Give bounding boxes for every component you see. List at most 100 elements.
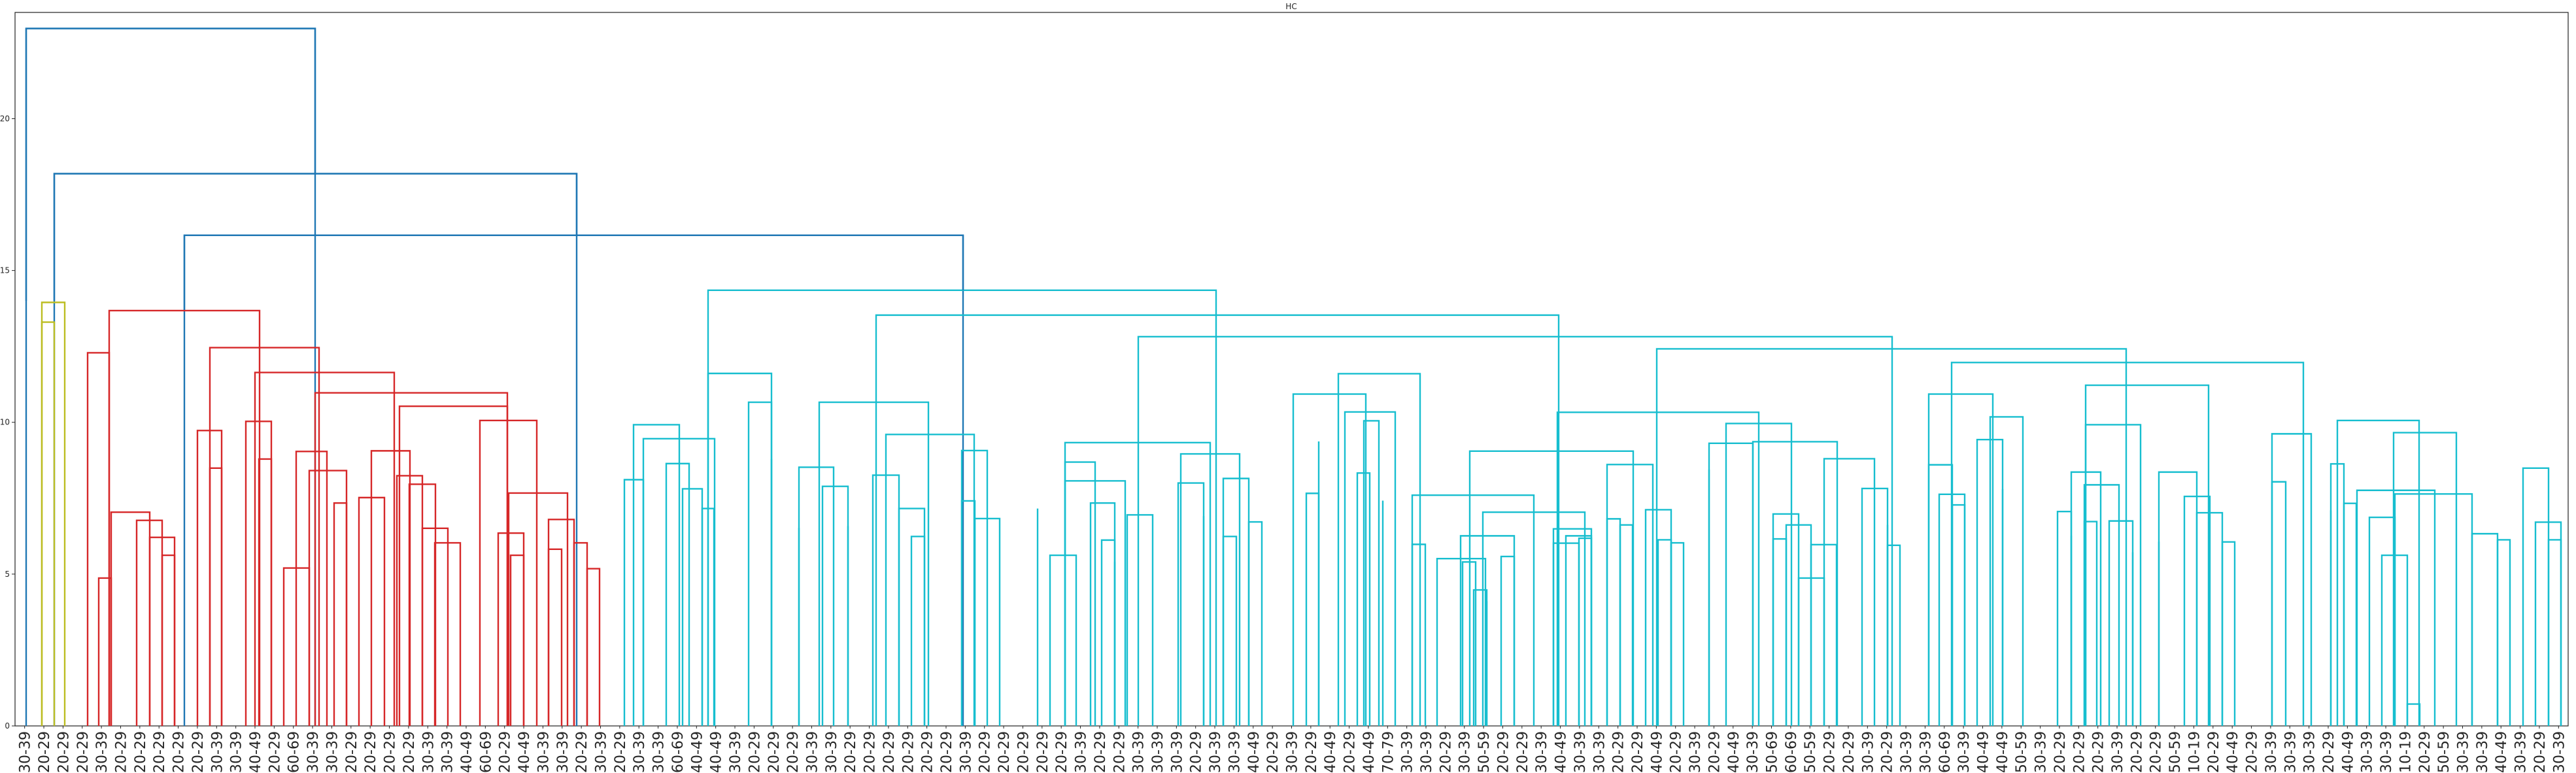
leaf-label: 20-29: [2245, 731, 2261, 773]
leaf-label: 40-49: [1975, 731, 1991, 773]
leaf-label: 20-29: [939, 731, 955, 773]
dendrogram-link: [821, 485, 849, 726]
dendrogram-link: [1951, 504, 1966, 726]
leaf-label: 40-49: [248, 731, 264, 773]
dendrogram-link: [295, 451, 328, 726]
leaf-label: 30-39: [305, 731, 322, 773]
dendrogram-link: [1089, 502, 1116, 726]
leaf-label: 20-29: [2148, 731, 2165, 773]
dendrogram-link: [910, 536, 926, 726]
leaf-label: 30-39: [1918, 731, 1934, 773]
leaf-label: 20-29: [2091, 731, 2107, 773]
leaf-label: 50-59: [1476, 731, 1493, 773]
dendrogram-link: [2496, 539, 2511, 726]
leaf-label: 20-29: [363, 731, 379, 773]
leaf-label: 30-39: [1591, 731, 1608, 773]
plot-frame: [14, 12, 2569, 727]
dendrogram-link: [1461, 561, 1477, 726]
leaf-label: 50-69: [1765, 731, 1781, 773]
leaf-label: 20-29: [171, 731, 188, 773]
leaf-label: 20-29: [1015, 731, 1032, 773]
dendrogram-link: [1356, 472, 1371, 726]
leaf-label: 30-39: [594, 731, 610, 773]
leaf-label: 30-39: [420, 731, 437, 773]
dendrogram-link: [2084, 384, 2210, 726]
leaf-label: 40-49: [1726, 731, 1742, 773]
dendrogram-link: [209, 347, 320, 726]
dendrogram-link: [1100, 539, 1116, 726]
dendrogram-link: [2471, 532, 2499, 726]
leaf-label: 50-59: [2167, 731, 2184, 773]
leaf-label: 30-39: [2302, 731, 2318, 773]
leaf-label: 30-39: [1131, 731, 1147, 773]
dendrogram-link: [818, 401, 930, 726]
leaf-label: 30-39: [2282, 731, 2299, 773]
leaf-label: 20-29: [1035, 731, 1051, 773]
leaf-label: 40-49: [517, 731, 533, 773]
dendrogram-link: [2343, 502, 2358, 726]
dendrogram-link: [2083, 521, 2098, 726]
leaf-label: 20-29: [2071, 731, 2088, 773]
leaf-label: 30-39: [2551, 731, 2568, 773]
dendrogram-links: [25, 27, 2562, 726]
leaf-label: 20-29: [1611, 731, 1627, 773]
leaf-label: 20-29: [996, 731, 1013, 773]
leaf-label: 30-39: [2263, 731, 2280, 773]
leaf-label: 20-29: [152, 731, 168, 773]
leaf-label: 60-69: [286, 731, 303, 773]
leaf-label: 30-39: [632, 731, 648, 773]
dendrogram-link: [1436, 557, 1487, 726]
leaf-label: 20-29: [401, 731, 418, 773]
dendrogram-link: [1468, 450, 1635, 726]
dendrogram-link: [509, 554, 525, 726]
leaf-label: 60-69: [478, 731, 494, 773]
dendrogram-link: [1556, 411, 1760, 726]
leaf-label: 30-39: [1860, 731, 1876, 773]
leaf-label: 20-29: [56, 731, 72, 773]
dendrogram-link: [1411, 543, 1427, 726]
leaf-label: 20-29: [1669, 731, 1685, 773]
leaf-label: 30-39: [1419, 731, 1435, 773]
dendrogram-link: [2394, 493, 2473, 726]
dendrogram-link: [1725, 422, 1793, 726]
leaf-label: 20-29: [382, 731, 399, 773]
leaf-label: 40-49: [459, 731, 475, 773]
dendrogram-link: [2336, 419, 2420, 726]
leaf-label: 30-39: [440, 731, 456, 773]
y-tick-label: 0: [5, 721, 10, 730]
dendrogram-link: [1823, 458, 1876, 726]
dendrogram-link: [110, 511, 151, 726]
leaf-label: 20-29: [1880, 731, 1896, 773]
dendrogram-link: [1606, 518, 1621, 726]
leaf-label: 20-29: [1093, 731, 1109, 773]
dendrogram-link: [1179, 453, 1241, 726]
leaf-label: 20-29: [1438, 731, 1454, 773]
leaf-label: 20-29: [190, 731, 207, 773]
leaf-label: 30-39: [18, 731, 34, 773]
chart-title: HC: [1285, 2, 1296, 11]
leaf-label: 30-39: [1169, 731, 1185, 773]
dendrogram-link: [398, 405, 509, 726]
y-tick-label: 20: [0, 114, 10, 123]
leaf-label: 30-39: [824, 731, 840, 773]
dendrogram-link: [2221, 541, 2236, 726]
dendrogram-link: [665, 462, 690, 726]
leaf-label: 20-29: [2052, 731, 2069, 773]
leaf-label: 30-39: [1285, 731, 1301, 773]
dendrogram-link: [1619, 524, 1634, 726]
dendrogram-link: [1772, 538, 1788, 726]
dendrogram-link: [41, 301, 66, 726]
dendrogram-link: [1137, 335, 1893, 726]
leaf-label: 40-49: [2494, 731, 2510, 773]
leaf-label: 20-29: [862, 731, 879, 773]
dendrogram-link: [53, 173, 578, 301]
leaf-label: 30-39: [1534, 731, 1550, 773]
leaf-label: 30-39: [555, 731, 571, 773]
y-tick-label: 10: [0, 418, 10, 427]
leaf-label: 20-29: [1841, 731, 1857, 773]
dendrogram-link: [209, 467, 223, 726]
leaf-label: 30-39: [1074, 731, 1090, 773]
leaf-label: 40-49: [1649, 731, 1665, 773]
dendrogram-link: [2406, 703, 2421, 726]
dendrogram-link: [681, 488, 703, 726]
